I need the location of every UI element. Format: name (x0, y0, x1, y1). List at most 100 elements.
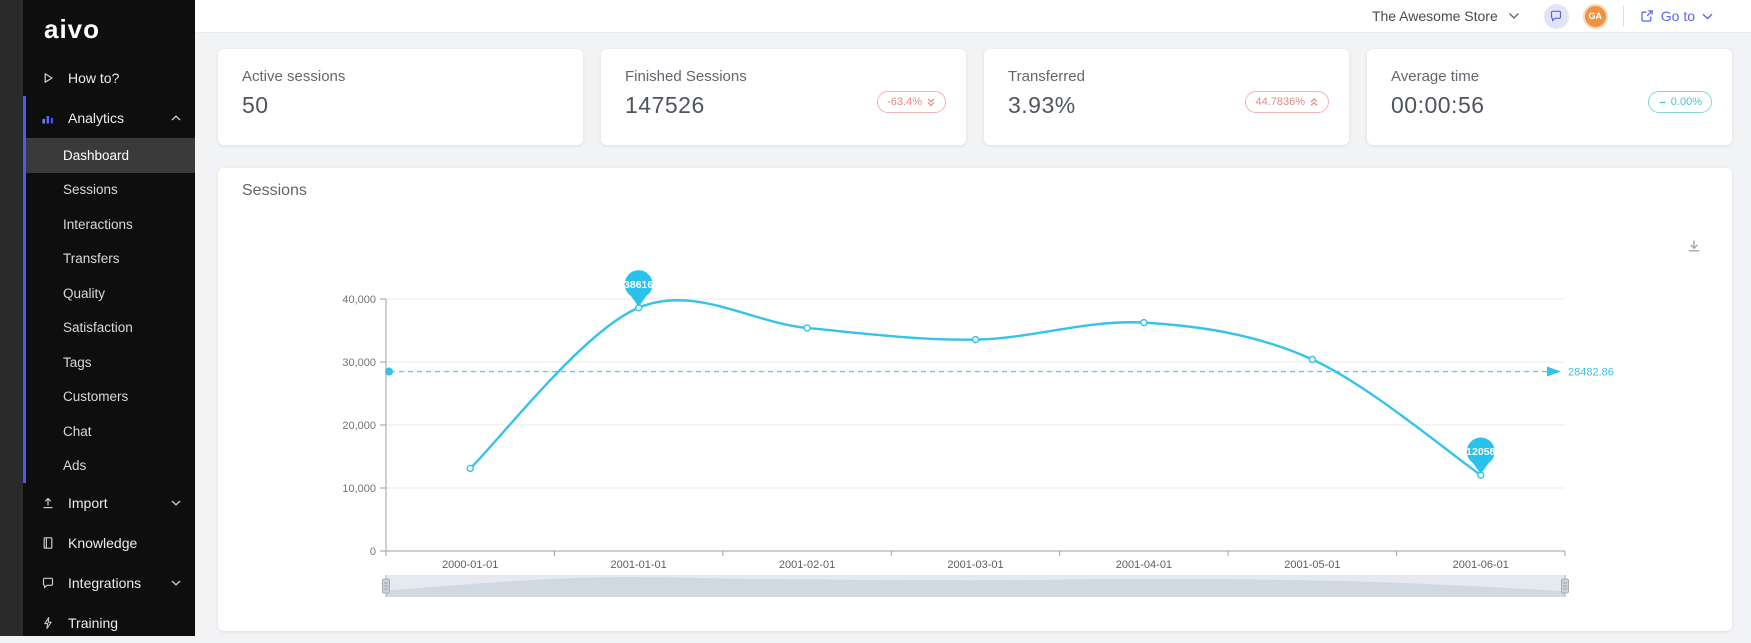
goto-menu[interactable]: Go to (1640, 8, 1713, 24)
kpi-card-average-time: Average time 00:00:56 0.00% (1367, 49, 1732, 145)
data-point-marker[interactable] (466, 464, 474, 473)
sidebar-item-import[interactable]: Import (23, 483, 195, 523)
kpi-label: Active sessions (242, 68, 346, 85)
sidebar-item-label: Ads (63, 458, 87, 474)
download-chart-button[interactable] (1686, 238, 1702, 254)
bar-chart-icon (39, 111, 57, 125)
sidebar-item-label: How to? (68, 70, 120, 86)
data-point-marker[interactable] (971, 335, 980, 344)
chat-button[interactable] (1543, 3, 1569, 29)
kpi-value: 50 (242, 92, 269, 118)
chevron-down-icon (171, 580, 181, 586)
sidebar-item-transfers[interactable]: Transfers (23, 242, 195, 277)
sessions-panel: Sessions 0 10,000 20,000 30,000 40,000 2000-0… (218, 168, 1732, 631)
sidebar-item-training[interactable]: Training (23, 603, 195, 643)
average-line-label: 28482.86 (1568, 367, 1614, 379)
x-tick-label: 2001-04-01 (1116, 559, 1172, 571)
chat-icon (39, 576, 57, 590)
sidebar-item-label: Integrations (68, 575, 142, 591)
data-label-pin: 12058 (1466, 437, 1496, 475)
sidebar-item-label: Training (68, 615, 119, 631)
kpi-card-transferred: Transferred 3.93% 44.7836% (984, 49, 1349, 145)
kpi-cards-row: Active sessions 50 Finished Sessions 147526… (218, 49, 1732, 145)
x-tick-label: 2001-03-01 (947, 559, 1003, 571)
sidebar-item-label: Dashboard (63, 147, 130, 163)
sidebar-item-ads[interactable]: Ads (23, 449, 195, 484)
sidebar-item-integrations[interactable]: Integrations (23, 563, 195, 603)
sidebar-item-dashboard[interactable]: Dashboard (23, 138, 195, 173)
download-icon (1686, 238, 1702, 254)
sidebar-item-satisfaction[interactable]: Satisfaction (23, 311, 195, 346)
data-point-marker[interactable] (1308, 355, 1317, 364)
sidebar-item-sessions[interactable]: Sessions (23, 173, 195, 208)
sidebar-item-label: Import (68, 495, 108, 511)
avatar[interactable]: GA (1582, 3, 1608, 29)
sidebar-nav: How to? Analytics Dashboard Sessions Interac… (23, 58, 195, 643)
data-point-marker[interactable] (1140, 318, 1148, 327)
active-section-indicator (23, 96, 26, 483)
book-icon (39, 536, 57, 550)
trend-badge-value: 44.7836% (1255, 96, 1305, 108)
lightning-icon (39, 616, 57, 630)
sidebar-item-interactions[interactable]: Interactions (23, 207, 195, 242)
pin-value-label: 38616 (624, 279, 653, 291)
sidebar-item-label: Chat (63, 423, 92, 439)
kpi-value: 147526 (625, 92, 705, 118)
sidebar: aivo How to? Analytics Dashboard Sessions In… (23, 0, 195, 636)
chevron-down-icon (1702, 13, 1713, 20)
window-edge-strip (0, 0, 23, 636)
upload-icon (39, 496, 57, 510)
chevron-up-icon (171, 115, 181, 121)
kpi-label: Average time (1391, 68, 1480, 85)
y-tick-label: 40,000 (342, 294, 376, 306)
store-selector[interactable]: The Awesome Store (1372, 8, 1520, 24)
x-tick-label: 2001-06-01 (1453, 559, 1509, 571)
chat-bubble-icon (1549, 9, 1563, 23)
topbar-divider (1622, 6, 1624, 26)
kpi-value: 00:00:56 (1391, 92, 1485, 118)
sidebar-item-chat[interactable]: Chat (23, 414, 195, 449)
chevron-down-icon (171, 500, 181, 506)
trend-badge: 0.00% (1647, 91, 1712, 113)
sidebar-item-tags[interactable]: Tags (23, 345, 195, 380)
sidebar-item-label: Sessions (63, 182, 118, 198)
sidebar-item-quality[interactable]: Quality (23, 276, 195, 311)
trend-badge-value: -63.4% (887, 96, 922, 108)
chevron-down-icon (1508, 12, 1520, 20)
store-selector-label: The Awesome Store (1371, 8, 1498, 24)
trend-badge: 44.7836% (1245, 91, 1329, 113)
sidebar-item-knowledge[interactable]: Knowledge (23, 523, 195, 563)
sidebar-item-how-to[interactable]: How to? (23, 58, 195, 98)
goto-label: Go to (1660, 8, 1695, 24)
minus-icon (1658, 98, 1667, 107)
trend-badge-value: 0.00% (1670, 96, 1702, 108)
kpi-label: Finished Sessions (625, 68, 747, 85)
sidebar-item-label: Quality (63, 285, 106, 301)
y-tick-label: 0 (370, 546, 376, 558)
sidebar-item-label: Interactions (63, 216, 133, 232)
external-link-icon (1640, 9, 1654, 23)
kpi-card-finished-sessions: Finished Sessions 147526 -63.4% (601, 49, 966, 145)
panel-title: Sessions (242, 182, 307, 199)
data-label-pin: 38616 (624, 270, 653, 307)
aivo-logo: aivo (44, 13, 101, 44)
double-chevron-down-icon (926, 97, 936, 108)
x-tick-label: 2001-01-01 (611, 559, 667, 571)
avatar-initials: GA (1588, 11, 1603, 21)
sidebar-item-label: Tags (63, 354, 92, 370)
topbar: The Awesome Store GA Go to (195, 0, 1751, 33)
double-chevron-up-icon (1309, 97, 1319, 108)
play-icon (39, 71, 57, 85)
pin-value-label: 12058 (1466, 446, 1495, 458)
sessions-chart: 0 10,000 20,000 30,000 40,000 2000-01-01 2001-… (342, 270, 1614, 597)
sidebar-item-customers[interactable]: Customers (23, 380, 195, 415)
trend-badge: -63.4% (877, 91, 946, 113)
sidebar-item-analytics[interactable]: Analytics (23, 98, 195, 138)
kpi-value: 3.93% (1008, 92, 1076, 118)
sidebar-item-label: Transfers (63, 251, 120, 267)
brush-area-preview (386, 577, 1565, 597)
sidebar-item-label: Analytics (68, 110, 125, 126)
data-point-marker[interactable] (803, 324, 811, 332)
y-tick-label: 10,000 (342, 483, 376, 495)
x-tick-label: 2001-05-01 (1284, 559, 1340, 571)
